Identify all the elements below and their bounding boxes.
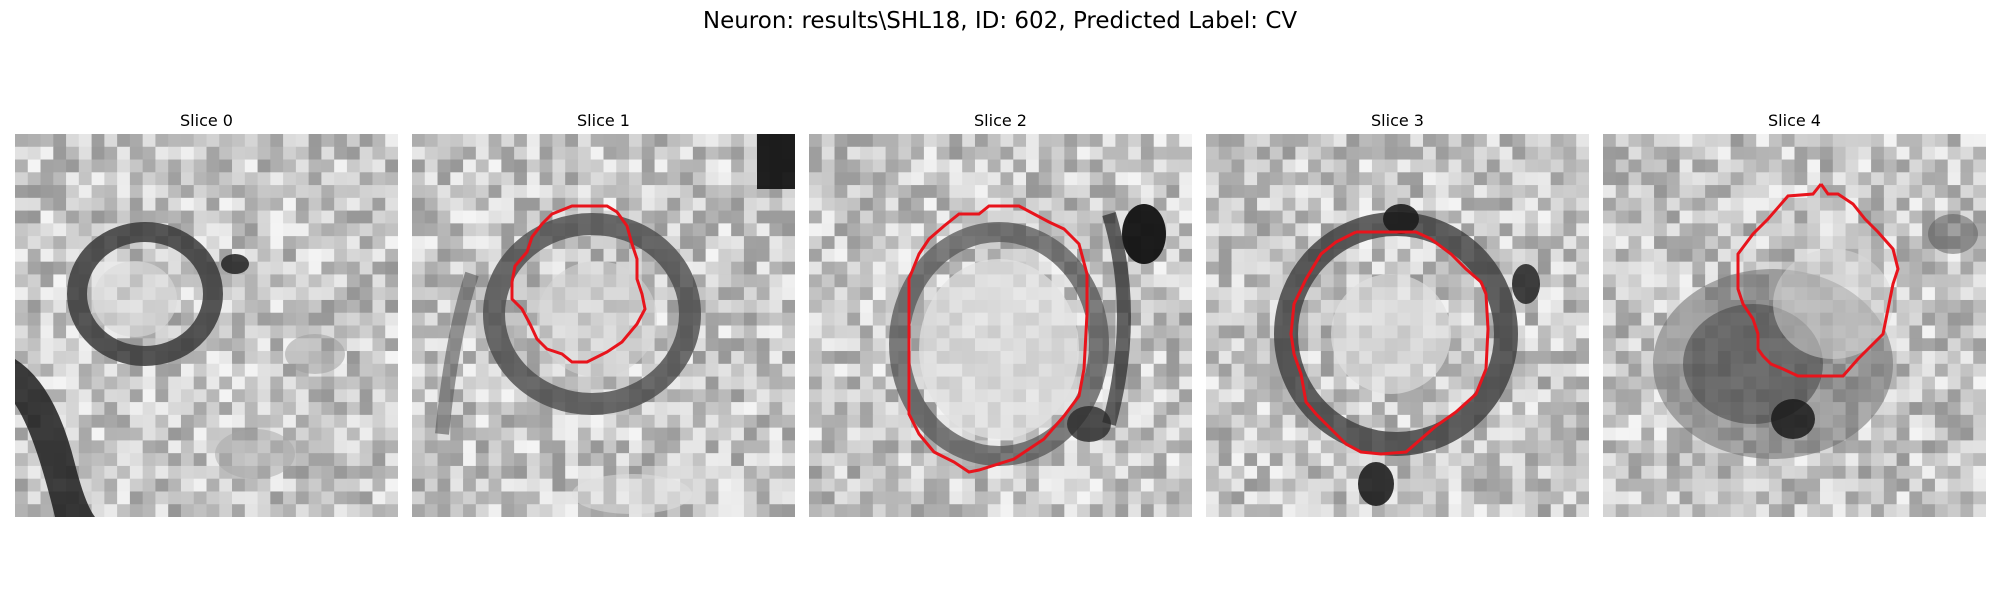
slice-panel-2: Slice 2 <box>809 108 1192 517</box>
slice-title-3: Slice 3 <box>1371 111 1424 130</box>
slice-image-3 <box>1206 134 1589 517</box>
slice-panel-4: Slice 4 <box>1603 108 1986 517</box>
contour-outline-1 <box>510 204 647 364</box>
contour-outline-3 <box>1289 230 1490 456</box>
slice-title-1: Slice 1 <box>577 111 630 130</box>
slice-image-4 <box>1603 134 1986 517</box>
slice-panel-1: Slice 1 <box>412 108 795 517</box>
slice-image-0 <box>15 134 398 517</box>
slice-title-2: Slice 2 <box>974 111 1027 130</box>
slice-title-0: Slice 0 <box>180 111 233 130</box>
figure-title: Neuron: results\SHL18, ID: 602, Predicte… <box>702 8 1298 34</box>
contour-outline-2 <box>907 204 1089 474</box>
slice-panel-0: Slice 0 <box>15 108 398 517</box>
slice-image-2 <box>809 134 1192 517</box>
slice-image-1 <box>412 134 795 517</box>
contour-outline-4 <box>1736 183 1900 378</box>
slice-panel-3: Slice 3 <box>1206 108 1589 517</box>
slice-title-4: Slice 4 <box>1768 111 1821 130</box>
